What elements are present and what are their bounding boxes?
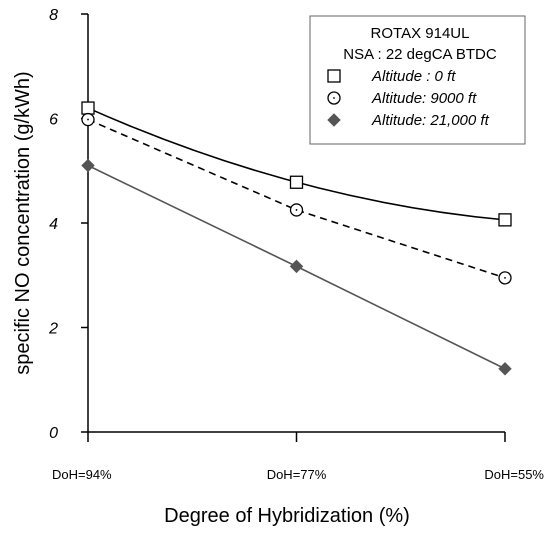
- legend-title-line-2: NSA : 22 degCA BTDC: [343, 46, 497, 63]
- x-tick-label: DoH=55%: [484, 467, 544, 482]
- y-tick-label: 8: [49, 7, 58, 24]
- y-tick-label: 4: [49, 216, 58, 233]
- data-point-diamond: [81, 158, 95, 173]
- x-tick-label: DoH=77%: [267, 467, 327, 482]
- data-point-square: [498, 213, 512, 227]
- series-group: [81, 101, 512, 376]
- data-point-square: [327, 69, 341, 83]
- x-tick-label: DoH=94%: [52, 467, 112, 482]
- y-tick-label: 6: [49, 112, 58, 129]
- data-point-square: [289, 175, 304, 189]
- legend: ROTAX 914UL NSA : 22 degCA BTDC Altitude…: [309, 15, 526, 145]
- y-axis-label: specific NO concentration (g/kWh): [12, 71, 34, 374]
- data-point-circle-dot: [295, 209, 298, 211]
- y-ticks: 0 2 4 6 8: [48, 7, 88, 442]
- y-tick-label: 0: [49, 425, 58, 442]
- y-tick-label: 2: [48, 321, 58, 338]
- x-ticks: DoH=94% DoH=77% DoH=55%: [52, 432, 544, 482]
- legend-box: [309, 15, 526, 145]
- series-3: [81, 158, 512, 376]
- data-point-circle-dot: [333, 97, 335, 99]
- legend-item-label: Altitude: 21,000 ft: [371, 112, 490, 129]
- data-point-diamond: [289, 259, 304, 274]
- data-point-diamond: [498, 362, 512, 376]
- legend-item-label: Altitude: 9000 ft: [371, 90, 477, 107]
- x-axis-label: Degree of Hybridization (%): [164, 505, 410, 527]
- legend-items: Altitude : 0 ft Altitude: 9000 ft Altitude…: [327, 68, 490, 129]
- series-2: [81, 112, 512, 285]
- data-point-circle-dot: [504, 276, 506, 279]
- data-point-diamond: [327, 113, 341, 127]
- data-point-square: [81, 101, 95, 115]
- legend-title-line-1: ROTAX 914UL: [371, 25, 470, 42]
- series-line-2: [87, 118, 506, 279]
- legend-item-label: Altitude : 0 ft: [371, 68, 456, 85]
- data-point-circle-dot: [87, 118, 89, 121]
